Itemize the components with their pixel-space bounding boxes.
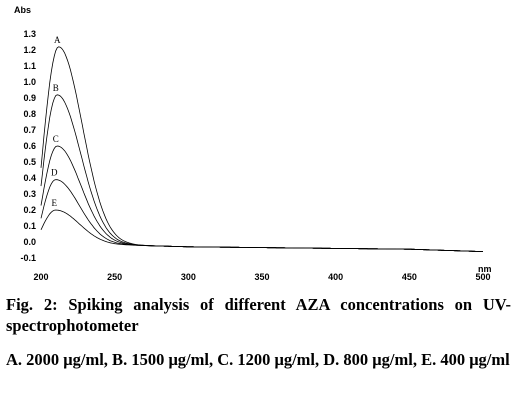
y-tick-label: 1.2 [23,45,36,55]
y-axis-title: Abs [14,5,31,15]
series-line-B [40,94,483,253]
y-tick-label: 0.5 [23,157,36,167]
x-axis-title: nm [478,264,492,274]
y-tick-label: 0.8 [23,109,36,119]
x-tick-label: 350 [254,272,269,282]
y-tick-label: 1.1 [23,61,36,71]
series-line-E [40,209,483,253]
x-tick-label: 450 [402,272,417,282]
series-label-D: D [51,168,58,178]
series-line-A [40,46,483,253]
y-tick-label: 1.3 [23,29,36,39]
y-tick-label: 0.1 [23,221,36,231]
chart: Abs nm -0.1 0.0 0.1 0.2 0.3 0.4 0.5 0.6 0.7 0.8 0.… [14,5,492,282]
series-line-C [40,145,483,253]
series-label-C: C [53,134,59,144]
y-tick-label: 0.7 [23,125,36,135]
series-label-A: A [54,35,61,45]
series-label-E: E [52,198,58,208]
x-tick-label: 400 [328,272,343,282]
series-label-B: B [53,83,59,93]
y-tick-label: 0.2 [23,205,36,215]
y-tick-label: 0.9 [23,93,36,103]
x-tick-label: 300 [181,272,196,282]
y-tick-label: 0.4 [23,173,36,183]
series-line-D [40,179,483,253]
y-tick-label: 0.6 [23,141,36,151]
x-tick-label: 250 [107,272,122,282]
y-tick-label: -0.1 [20,253,36,263]
y-tick-label: 0.0 [23,237,36,247]
x-tick-label: 500 [475,272,490,282]
x-tick-label: 200 [33,272,48,282]
figure-caption: Fig. 2: Spiking analysis of different AZ… [6,295,511,335]
figure-legend: A. 2000 μg/ml, B. 1500 μg/ml, C. 1200 μg… [6,350,510,369]
y-tick-label: 0.3 [23,189,36,199]
y-tick-label: 1.0 [23,77,36,87]
